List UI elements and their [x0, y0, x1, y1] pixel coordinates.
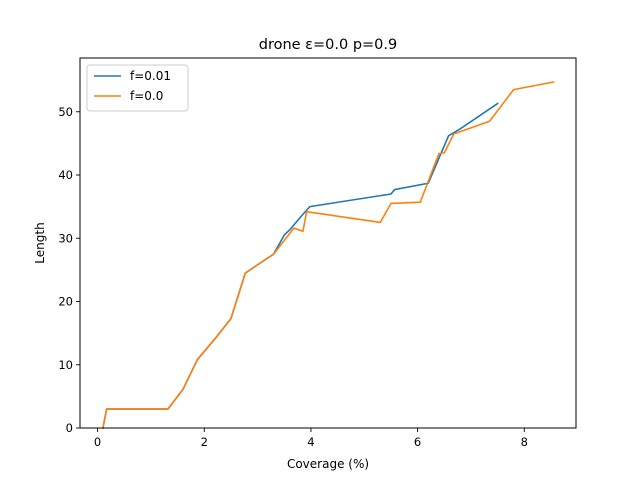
- x-axis-label: Coverage (%): [287, 457, 369, 471]
- y-tick-label: 30: [58, 231, 73, 245]
- y-axis-label: Length: [33, 222, 47, 263]
- y-tick-label: 0: [66, 421, 73, 435]
- plot-series-group: [101, 81, 555, 429]
- plot-area-frame: [79, 57, 577, 429]
- x-tick-label: 6: [414, 435, 421, 449]
- legend: f=0.01 f=0.0: [86, 64, 189, 112]
- x-tick-label: 4: [307, 435, 314, 449]
- chart-title: drone ε=0.0 p=0.9: [259, 37, 398, 53]
- y-tick-label: 40: [58, 168, 73, 182]
- y-axis: 0 10 20 30 40 50: [58, 105, 80, 435]
- y-tick-label: 50: [58, 105, 73, 119]
- x-axis: 0 2 4 6 8: [94, 428, 528, 449]
- y-tick-label: 10: [58, 358, 73, 372]
- x-tick-label: 2: [201, 435, 208, 449]
- x-tick-label: 8: [521, 435, 528, 449]
- legend-label-1: f=0.01: [130, 69, 171, 83]
- series-line-2: [101, 81, 555, 429]
- x-tick-label: 0: [94, 435, 101, 449]
- legend-label-2: f=0.0: [130, 89, 163, 103]
- y-tick-label: 20: [58, 295, 73, 309]
